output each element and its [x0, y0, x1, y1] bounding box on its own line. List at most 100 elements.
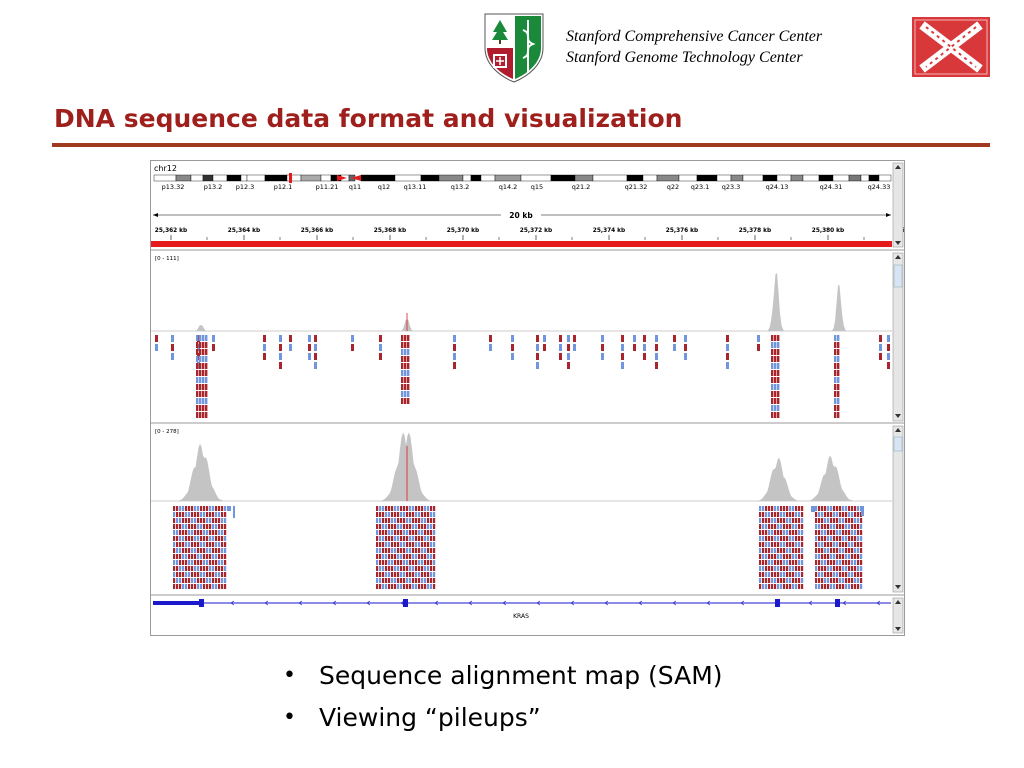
aligned-read	[824, 518, 827, 523]
aligned-read	[792, 572, 795, 577]
header-scrollbar[interactable]	[892, 162, 904, 248]
cytoband	[462, 174, 472, 182]
aligned-read	[427, 518, 430, 523]
aligned-read	[418, 584, 421, 589]
aligned-read	[815, 560, 818, 565]
aligned-read	[194, 542, 197, 547]
aligned-read	[382, 554, 385, 559]
aligned-read	[206, 536, 209, 541]
aligned-read	[407, 377, 410, 383]
alignment-track-1[interactable]	[151, 273, 892, 418]
track2-scrollbar[interactable]	[892, 425, 904, 593]
aligned-read	[821, 506, 824, 511]
aligned-read	[415, 530, 418, 535]
aligned-read	[848, 506, 851, 511]
aligned-read	[215, 542, 218, 547]
aligned-read	[351, 335, 354, 342]
aligned-read	[798, 542, 801, 547]
title-divider	[52, 143, 990, 147]
aligned-read	[176, 548, 179, 553]
aligned-read	[780, 512, 783, 517]
cytoband	[153, 174, 177, 182]
aligned-read	[188, 512, 191, 517]
aligned-read	[765, 524, 768, 529]
aligned-read	[857, 548, 860, 553]
aligned-read	[430, 566, 433, 571]
aligned-read	[655, 335, 658, 342]
strand-arrow	[638, 600, 643, 606]
aligned-read	[199, 363, 202, 369]
aligned-read	[726, 335, 729, 342]
aligned-read	[783, 572, 786, 577]
aligned-read	[798, 524, 801, 529]
strand-arrow	[502, 600, 507, 606]
aligned-read	[424, 512, 427, 517]
aligned-read	[854, 560, 857, 565]
aligned-read	[762, 572, 765, 577]
aligned-read	[188, 572, 191, 577]
strand-arrow	[298, 600, 303, 606]
chromosome-ideogram[interactable]	[153, 173, 892, 183]
aligned-read	[421, 548, 424, 553]
aligned-read	[765, 548, 768, 553]
aligned-read	[212, 560, 215, 565]
aligned-read	[388, 584, 391, 589]
aligned-read	[827, 560, 830, 565]
aligned-read	[543, 344, 546, 351]
aligned-read	[218, 530, 221, 535]
aligned-read	[218, 548, 221, 553]
aligned-read	[786, 584, 789, 589]
strand-arrow	[400, 600, 405, 606]
aligned-read	[673, 344, 676, 351]
aligned-read	[412, 506, 415, 511]
aligned-read	[176, 518, 179, 523]
aligned-read	[376, 548, 379, 553]
strand-arrow	[706, 600, 711, 606]
cytoband	[868, 174, 880, 182]
aligned-read	[857, 524, 860, 529]
genome-browser-panel[interactable]: chr12 p13.32 p13.2 p12.3 p12.1 p11.21 q11 q12 q…	[150, 160, 905, 636]
aligned-read	[403, 536, 406, 541]
aligned-read	[412, 548, 415, 553]
gene-track-scrollbar[interactable]	[892, 597, 904, 634]
aligned-read	[774, 335, 777, 341]
aligned-read	[857, 554, 860, 559]
aligned-read	[202, 398, 205, 404]
aligned-read	[188, 566, 191, 571]
aligned-read	[827, 572, 830, 577]
aligned-read	[191, 536, 194, 541]
aligned-read	[818, 566, 821, 571]
aligned-read	[824, 560, 827, 565]
aligned-read	[433, 524, 436, 529]
aligned-read	[382, 536, 385, 541]
aligned-read	[801, 524, 804, 529]
aligned-read	[194, 560, 197, 565]
aligned-read	[765, 554, 768, 559]
aligned-read	[388, 524, 391, 529]
aligned-read	[833, 578, 836, 583]
aligned-read	[795, 530, 798, 535]
aligned-read	[394, 524, 397, 529]
aligned-read	[188, 542, 191, 547]
cytoband	[175, 174, 192, 182]
ruler-tick-label: 25,370 kb	[447, 228, 479, 234]
alignment-track-2[interactable]	[151, 432, 892, 589]
aligned-read	[388, 572, 391, 577]
aligned-read	[279, 353, 282, 360]
aligned-read	[203, 518, 206, 523]
aligned-read	[818, 560, 821, 565]
aligned-read	[818, 578, 821, 583]
aligned-read	[376, 578, 379, 583]
aligned-read	[215, 548, 218, 553]
aligned-read	[209, 560, 212, 565]
gene-annotation-track[interactable]	[153, 599, 891, 607]
aligned-read	[821, 578, 824, 583]
aligned-read	[771, 512, 774, 517]
aligned-read	[842, 542, 845, 547]
aligned-read	[860, 584, 863, 589]
aligned-read	[182, 566, 185, 571]
aligned-read	[786, 572, 789, 577]
aligned-read	[191, 542, 194, 547]
aligned-read	[780, 584, 783, 589]
track1-scrollbar[interactable]	[892, 252, 904, 422]
